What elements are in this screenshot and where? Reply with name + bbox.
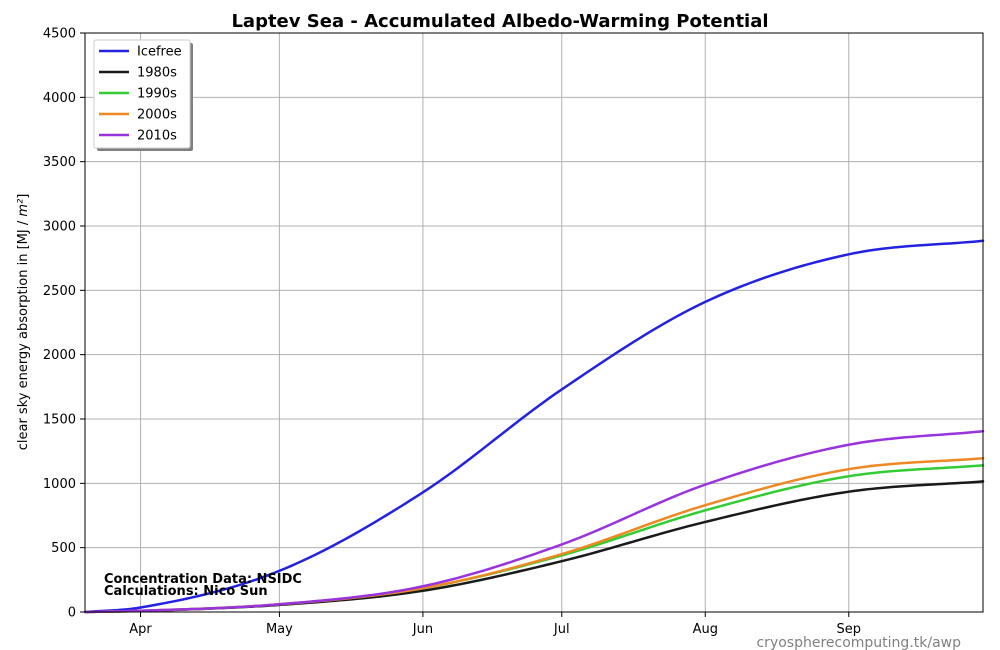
legend-label-1980s: 1980s [137,66,177,81]
annotation-calculations: Calculations: Nico Sun [104,584,268,599]
y-tick-label: 0 [68,606,76,621]
legend-label-1990s: 1990s [137,87,177,102]
annotation-concentration: Concentration Data: NSIDC [104,572,302,587]
chart-title: Laptev Sea - Accumulated Albedo-Warming … [231,11,768,32]
x-tick-label: Apr [129,622,152,637]
legend-box [93,39,191,149]
legend: Icefree 1980s 1990s 2000s 2010s [93,39,193,151]
y-tick-label: 4500 [43,27,76,42]
y-axis-label: clear sky energy absorption in [MJ / m²] [16,194,31,451]
y-tick-label: 2500 [43,284,76,299]
x-tick-label: Aug [693,622,718,637]
series-line-2010s [83,429,985,614]
x-tick-label: Jun [412,622,433,637]
x-tick-label: Jul [553,622,570,637]
y-tick-label: 1500 [43,413,76,428]
y-tick-label: 3500 [43,155,76,170]
x-tick-label: May [266,622,293,637]
y-tick-label: 500 [51,541,76,556]
y-tick-label: 3000 [43,220,76,235]
plot-frame [84,32,984,613]
legend-label-2000s: 2000s [137,108,177,123]
y-tick-label: 4000 [43,91,76,106]
grid-layer [85,32,983,613]
source-credit: cryospherecomputing.tk/awp [756,635,961,650]
series-line-icefree [83,239,985,614]
x-tick-label: Sep [837,622,862,637]
y-tick-label: 2000 [43,348,76,363]
tick-layer: 0 500 1000 1500 2000 2500 3000 3500 4000 4500 Apr M… [43,27,861,638]
y-tick-label: 1000 [43,477,76,492]
legend-label-icefree: Icefree [137,45,182,60]
series-layer [83,239,985,614]
legend-label-2010s: 2010s [137,129,177,144]
